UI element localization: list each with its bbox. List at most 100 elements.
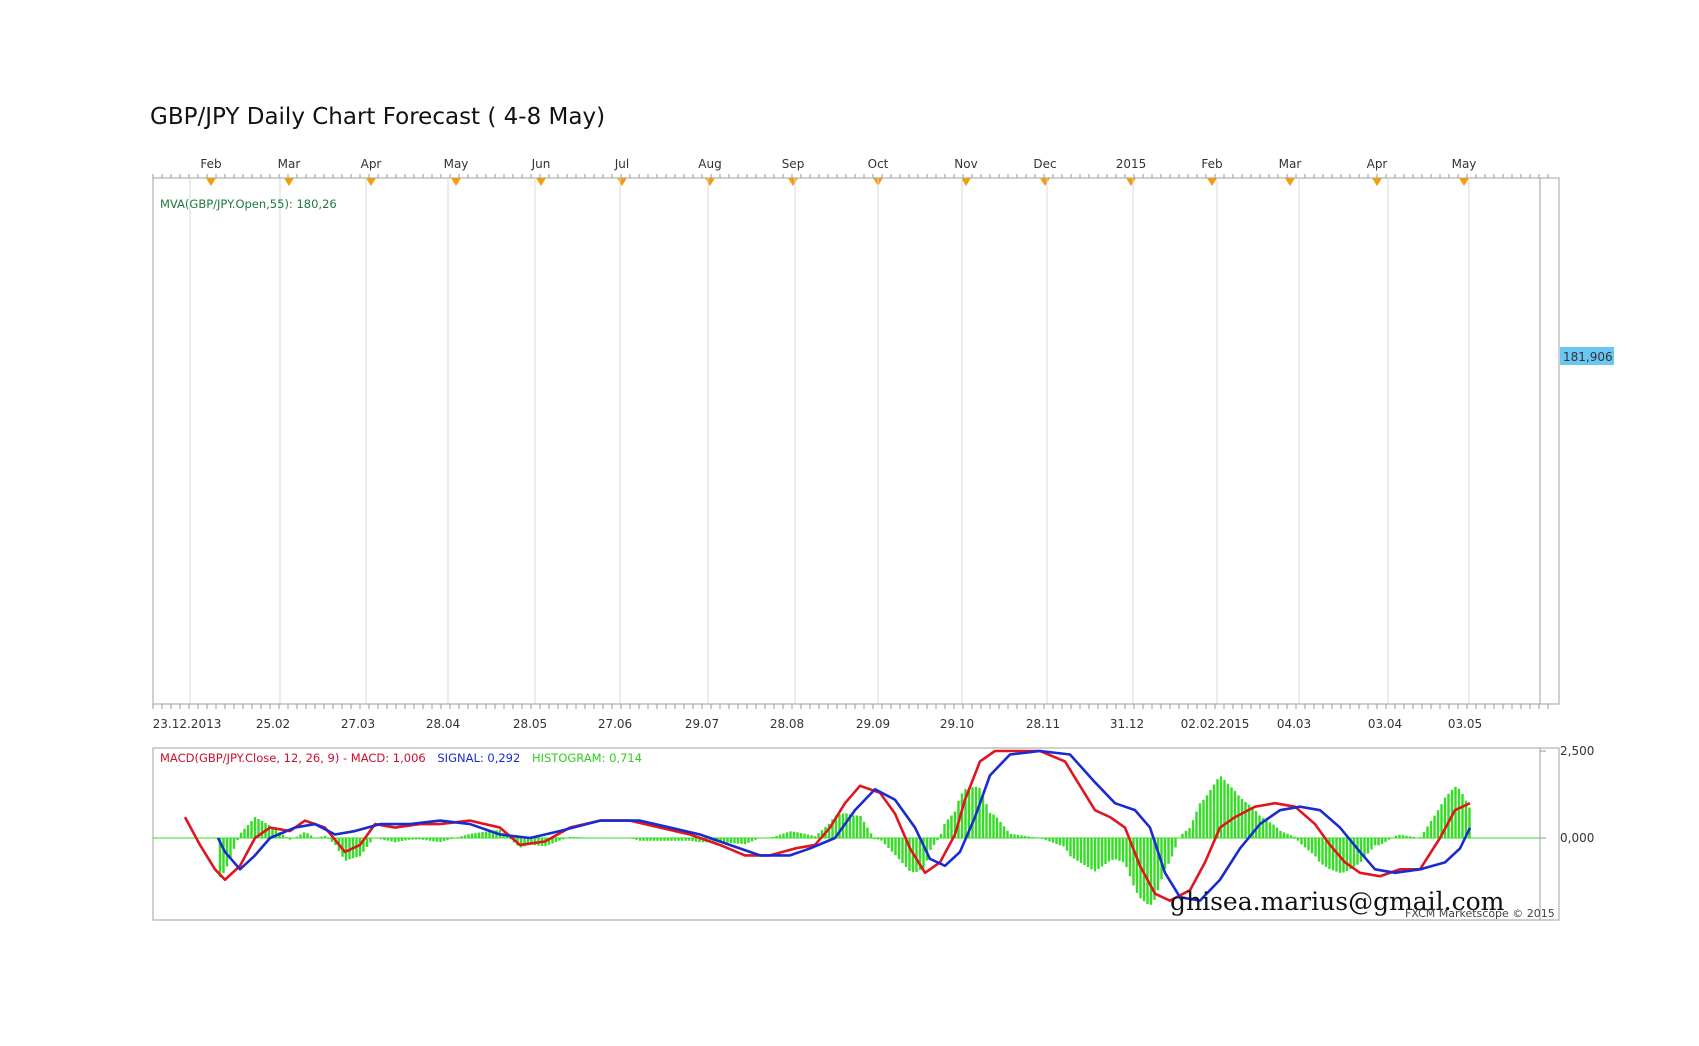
histogram-bar — [876, 838, 880, 840]
histogram-bar — [1349, 838, 1352, 870]
histogram-bar — [771, 836, 775, 838]
histogram-bar — [607, 838, 610, 839]
histogram-bar — [782, 833, 785, 838]
histogram-bar — [439, 838, 442, 843]
top-month-label: Mar — [278, 157, 301, 171]
histogram-bar — [1261, 817, 1265, 838]
current-price-badge — [1560, 347, 1614, 365]
date-label: 29.07 — [685, 717, 719, 731]
histogram-bar — [491, 830, 495, 838]
histogram-bar — [873, 838, 876, 840]
histogram-bar — [488, 831, 491, 838]
histogram-bar — [1023, 835, 1027, 838]
histogram-bar — [1422, 831, 1426, 838]
histogram-bar — [554, 838, 558, 843]
histogram-bar — [1163, 838, 1167, 869]
histogram-bar — [1352, 838, 1356, 867]
histogram-bar — [397, 838, 400, 842]
histogram-bar — [1034, 837, 1037, 838]
histogram-bar — [1002, 826, 1006, 838]
date-label: 28.11 — [1026, 717, 1060, 731]
histogram-bar — [918, 838, 922, 871]
histogram-bar — [680, 838, 684, 841]
histogram-bar — [778, 834, 782, 838]
histogram-bar — [1426, 826, 1429, 838]
histogram-bar — [313, 837, 316, 839]
macd-histogram — [218, 776, 1471, 905]
histogram-bar — [1296, 838, 1300, 841]
histogram-bar — [558, 838, 561, 841]
histogram-bar — [1114, 838, 1118, 860]
histogram-bar — [327, 838, 330, 839]
histogram-bar — [1016, 834, 1020, 838]
date-label: 31.12 — [1110, 717, 1144, 731]
histogram-bar — [733, 838, 736, 844]
histogram-bar — [1226, 783, 1230, 838]
histogram-bar — [1233, 791, 1237, 838]
histogram-bar — [1461, 794, 1464, 838]
histogram-bar — [1202, 799, 1205, 838]
histogram-bar — [785, 832, 789, 838]
histogram-bar — [936, 838, 939, 841]
histogram-bar — [761, 838, 764, 839]
histogram-bar — [1006, 830, 1009, 838]
histogram-bar — [1468, 807, 1471, 838]
histogram-bar — [621, 838, 624, 839]
top-month-label: May — [1452, 157, 1477, 171]
top-month-label: Apr — [1367, 157, 1388, 171]
histogram-bar — [1079, 838, 1083, 863]
histogram-bar — [1118, 838, 1121, 861]
histogram-bar — [817, 833, 820, 838]
histogram-bar — [649, 838, 652, 841]
top-month-label: Dec — [1033, 157, 1056, 171]
histogram-bar — [1310, 838, 1314, 854]
histogram-bar — [453, 838, 456, 839]
histogram-bar — [820, 830, 824, 838]
credit-text: FXCM Marketscope © 2015 — [1405, 907, 1555, 920]
histogram-bar — [572, 837, 575, 838]
date-label: 27.06 — [598, 717, 632, 731]
histogram-bar — [960, 793, 964, 838]
histogram-bar — [747, 838, 750, 843]
histogram-bar — [526, 838, 530, 846]
top-month-label: Oct — [868, 157, 889, 171]
histogram-bar — [684, 838, 687, 841]
price-axis: 190,00185,00180,00175,00170,00165,00 — [1539, 178, 1541, 704]
histogram-bar — [1356, 838, 1359, 865]
histogram-bar — [369, 838, 372, 843]
histogram-bar — [600, 838, 603, 839]
histogram-bar — [838, 814, 841, 838]
histogram-bar — [722, 838, 726, 843]
histogram-bar — [981, 795, 985, 838]
histogram-bar — [992, 814, 995, 838]
histogram-bar — [988, 812, 992, 838]
histogram-bar — [1436, 810, 1440, 838]
histogram-bar — [1177, 838, 1181, 839]
histogram-bar — [456, 837, 460, 838]
histogram-bar — [1300, 838, 1303, 845]
histogram-bar — [743, 838, 747, 845]
histogram-bar — [967, 788, 971, 838]
date-label: 03.04 — [1368, 717, 1402, 731]
histogram-bar — [1223, 780, 1226, 838]
macd-label-main: MACD(GBP/JPY.Close, 12, 26, 9) - MACD: 1… — [160, 751, 426, 765]
histogram-bar — [1030, 836, 1034, 838]
histogram-bar — [1209, 789, 1212, 838]
histogram-bar — [1072, 838, 1076, 859]
histogram-bar — [834, 815, 838, 838]
histogram-bar — [985, 804, 988, 838]
histogram-bar — [995, 817, 999, 838]
histogram-bar — [358, 838, 362, 857]
histogram-bar — [1279, 830, 1282, 838]
histogram-bar — [1415, 837, 1419, 838]
histogram-bar — [1090, 838, 1093, 870]
histogram-bar — [1244, 801, 1247, 838]
histogram-bar — [656, 838, 659, 841]
histogram-bar — [852, 815, 855, 838]
histogram-bar — [806, 834, 810, 838]
date-label: 29.10 — [940, 717, 974, 731]
histogram-bar — [418, 838, 421, 840]
top-month-label: 2015 — [1116, 157, 1147, 171]
histogram-bar — [1111, 838, 1114, 860]
